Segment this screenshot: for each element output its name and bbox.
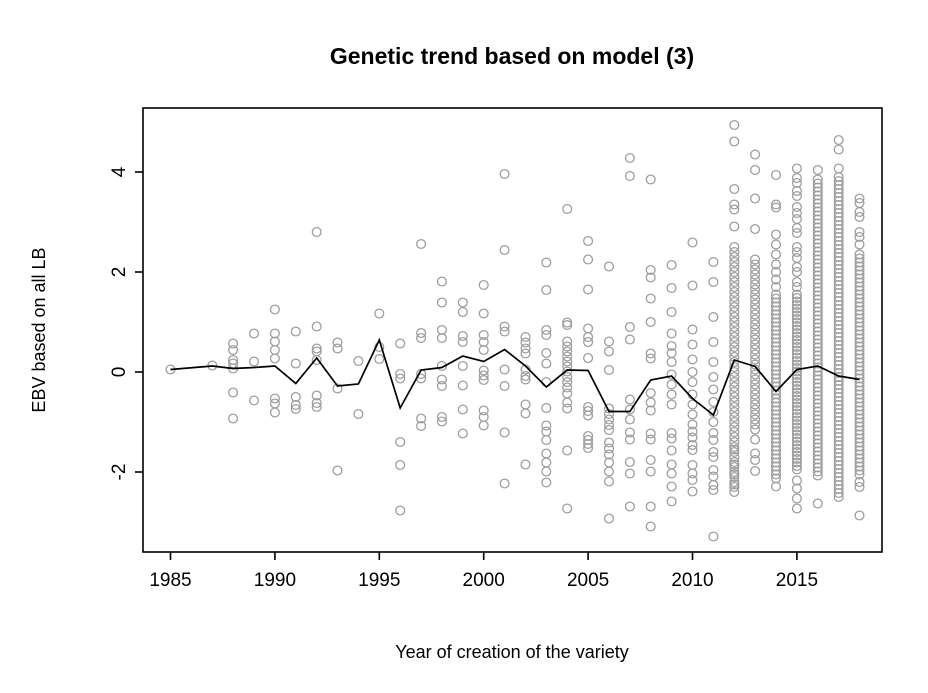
points-year-1994 xyxy=(353,355,364,420)
points-year-2003 xyxy=(541,257,552,488)
points-year-2000 xyxy=(478,279,489,431)
x-tick-label: 2010 xyxy=(671,570,713,591)
points-year-2011 xyxy=(708,256,719,542)
y-tick-label: 2 xyxy=(109,267,130,278)
points-year-1990 xyxy=(269,304,280,418)
y-axis-label: EBV based on all LB xyxy=(29,247,49,412)
points-year-2009 xyxy=(666,259,677,507)
x-axis-ticks: 1985 1990 1995 2000 2005 2010 2015 xyxy=(149,552,818,591)
x-axis-label: Year of creation of the variety xyxy=(395,642,628,662)
x-tick-label: 2005 xyxy=(567,570,609,591)
points-year-1995 xyxy=(374,308,385,365)
points-year-1992 xyxy=(311,226,322,413)
points-year-1989 xyxy=(248,328,260,406)
y-tick-label: 0 xyxy=(109,367,130,378)
points-year-2006 xyxy=(603,261,615,524)
points-year-1988 xyxy=(228,338,239,424)
points-year-1999 xyxy=(457,297,468,439)
points-year-2001 xyxy=(499,168,510,489)
data-points xyxy=(165,119,865,542)
x-tick-label: 2015 xyxy=(776,570,818,591)
points-year-2015 xyxy=(791,163,802,514)
points-year-2007 xyxy=(624,152,635,512)
points-year-2017 xyxy=(833,134,844,503)
y-tick-label: 4 xyxy=(109,166,130,177)
y-tick-label: -2 xyxy=(109,464,130,481)
points-year-1998 xyxy=(436,276,447,427)
x-tick-label: 1985 xyxy=(149,570,191,591)
points-year-2008 xyxy=(645,174,656,532)
x-tick-label: 1990 xyxy=(254,570,296,591)
x-tick-label: 2000 xyxy=(463,570,505,591)
points-year-2016 xyxy=(812,164,823,509)
points-year-1987 xyxy=(207,360,218,371)
points-year-1997 xyxy=(416,238,427,432)
points-year-1991 xyxy=(290,326,301,415)
trend-line xyxy=(170,337,860,417)
chart-title: Genetic trend based on model (3) xyxy=(330,43,694,69)
plot-area: 1985 1990 1995 2000 2005 2010 2015 -2 0 2 4 xyxy=(109,107,883,591)
points-year-1996 xyxy=(395,338,406,516)
points-year-2014 xyxy=(770,169,782,492)
y-axis-ticks: -2 0 2 4 xyxy=(109,166,143,480)
x-tick-label: 1995 xyxy=(358,570,400,591)
plot-box xyxy=(142,107,883,553)
points-year-1993 xyxy=(332,337,343,476)
points-year-2018 xyxy=(854,193,865,521)
points-year-2005 xyxy=(583,235,594,454)
points-year-2013 xyxy=(750,149,761,477)
points-year-2002 xyxy=(520,331,531,470)
points-year-2012 xyxy=(729,119,740,498)
points-year-2010 xyxy=(687,237,698,497)
points-year-2004 xyxy=(562,203,573,514)
